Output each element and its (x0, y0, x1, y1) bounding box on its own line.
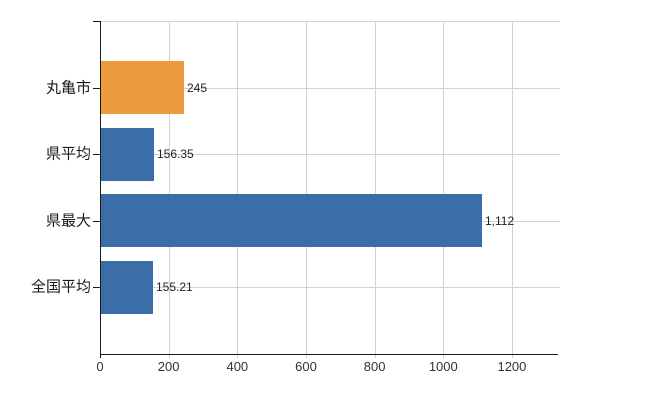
horizontal-gridline (100, 287, 560, 288)
bar-丸亀市 (101, 61, 184, 114)
x-tick-label: 600 (295, 359, 317, 374)
y-axis (100, 21, 101, 358)
category-label: 全国平均 (30, 278, 91, 296)
x-tick-label: 0 (96, 359, 104, 374)
y-axis-top-tick (93, 21, 100, 22)
vertical-gridline (443, 21, 445, 358)
bar-value-label: 1,112 (485, 214, 515, 228)
y-tick-mark (93, 221, 100, 222)
plot-top-border (100, 21, 560, 22)
category-label: 丸亀市 (45, 79, 91, 97)
y-tick-mark (93, 287, 100, 288)
vertical-gridline (374, 21, 376, 358)
y-tick-mark (93, 88, 100, 89)
y-tick-mark (93, 154, 100, 155)
x-tick-label: 800 (363, 359, 386, 374)
bar-value-label: 245 (187, 81, 208, 95)
bar-県最大 (101, 194, 482, 247)
x-tick-label: 1000 (428, 359, 458, 374)
x-tick-label: 400 (226, 359, 249, 374)
category-label: 県最大 (45, 212, 91, 230)
vertical-gridline (237, 21, 239, 358)
bar-県平均 (101, 128, 154, 181)
vertical-gridline (511, 21, 513, 358)
bar-全国平均 (101, 261, 153, 314)
x-tick-label: 200 (157, 359, 180, 374)
horizontal-gridline (100, 88, 560, 89)
horizontal-gridline (100, 154, 560, 155)
vertical-gridline (168, 21, 170, 358)
bar-value-label: 156.35 (157, 147, 194, 161)
category-label: 県平均 (45, 145, 91, 163)
vertical-gridline (305, 21, 307, 358)
x-tick-label: 1200 (497, 359, 527, 374)
bar-value-label: 155.21 (156, 280, 193, 294)
x-axis (100, 354, 558, 355)
